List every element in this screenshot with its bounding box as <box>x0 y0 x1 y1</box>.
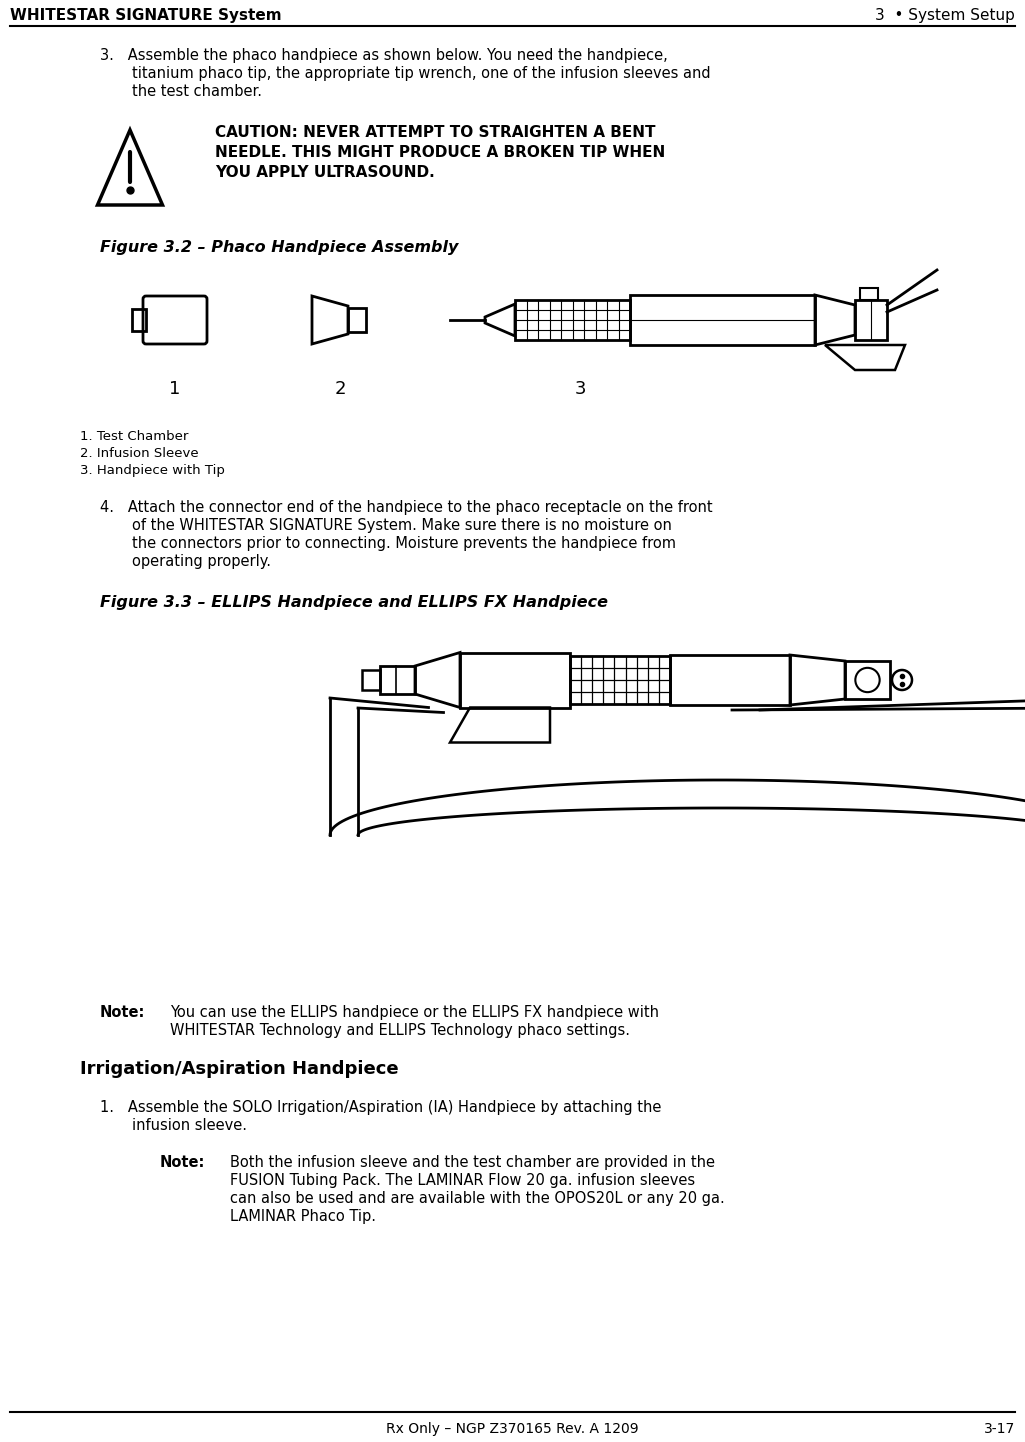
Text: 1. Test Chamber: 1. Test Chamber <box>80 430 189 443</box>
Bar <box>348 309 366 332</box>
Text: Figure 3.3 – ELLIPS Handpiece and ELLIPS FX Handpiece: Figure 3.3 – ELLIPS Handpiece and ELLIPS… <box>100 596 608 610</box>
Text: 2: 2 <box>334 381 345 398</box>
Text: LAMINAR Phaco Tip.: LAMINAR Phaco Tip. <box>230 1208 376 1224</box>
Bar <box>380 666 415 694</box>
Text: WHITESTAR SIGNATURE System: WHITESTAR SIGNATURE System <box>10 9 282 23</box>
Bar <box>630 296 815 345</box>
Text: You can use the ELLIPS handpiece or the ELLIPS FX handpiece with: You can use the ELLIPS handpiece or the … <box>170 1005 659 1019</box>
Bar <box>670 655 790 705</box>
Text: 3-17: 3-17 <box>984 1422 1015 1436</box>
Text: titanium phaco tip, the appropriate tip wrench, one of the infusion sleeves and: titanium phaco tip, the appropriate tip … <box>132 66 710 81</box>
Bar <box>570 656 670 704</box>
Text: YOU APPLY ULTRASOUND.: YOU APPLY ULTRASOUND. <box>215 164 435 180</box>
Text: Irrigation/Aspiration Handpiece: Irrigation/Aspiration Handpiece <box>80 1060 399 1079</box>
Text: Figure 3.2 – Phaco Handpiece Assembly: Figure 3.2 – Phaco Handpiece Assembly <box>100 239 458 255</box>
Text: of the WHITESTAR SIGNATURE System. Make sure there is no moisture on: of the WHITESTAR SIGNATURE System. Make … <box>132 518 671 534</box>
Text: 2. Infusion Sleeve: 2. Infusion Sleeve <box>80 447 199 460</box>
Text: WHITESTAR Technology and ELLIPS Technology phaco settings.: WHITESTAR Technology and ELLIPS Technolo… <box>170 1022 630 1038</box>
Bar <box>515 300 630 340</box>
Text: 3.   Assemble the phaco handpiece as shown below. You need the handpiece,: 3. Assemble the phaco handpiece as shown… <box>100 48 667 63</box>
Text: Note:: Note: <box>160 1155 205 1169</box>
Text: can also be used and are available with the OPOS20L or any 20 ga.: can also be used and are available with … <box>230 1191 725 1206</box>
Text: 3  • System Setup: 3 • System Setup <box>875 9 1015 23</box>
Text: FUSION Tubing Pack. The LAMINAR Flow 20 ga. infusion sleeves: FUSION Tubing Pack. The LAMINAR Flow 20 … <box>230 1172 695 1188</box>
Text: Both the infusion sleeve and the test chamber are provided in the: Both the infusion sleeve and the test ch… <box>230 1155 715 1169</box>
Bar <box>855 300 887 340</box>
Text: the test chamber.: the test chamber. <box>132 84 262 99</box>
Text: 1: 1 <box>169 381 180 398</box>
Bar <box>460 652 570 708</box>
Text: the connectors prior to connecting. Moisture prevents the handpiece from: the connectors prior to connecting. Mois… <box>132 536 676 551</box>
Text: 3. Handpiece with Tip: 3. Handpiece with Tip <box>80 464 224 477</box>
Text: 4.   Attach the connector end of the handpiece to the phaco receptacle on the fr: 4. Attach the connector end of the handp… <box>100 500 712 515</box>
Text: Rx Only – NGP Z370165 Rev. A 1209: Rx Only – NGP Z370165 Rev. A 1209 <box>385 1422 639 1436</box>
Bar <box>845 660 890 699</box>
Bar <box>362 671 380 691</box>
Bar <box>132 309 146 332</box>
Text: 1.   Assemble the SOLO Irrigation/Aspiration (IA) Handpiece by attaching the: 1. Assemble the SOLO Irrigation/Aspirati… <box>100 1100 661 1115</box>
Bar <box>860 288 878 300</box>
Text: 3: 3 <box>574 381 585 398</box>
Text: infusion sleeve.: infusion sleeve. <box>132 1118 247 1133</box>
Text: CAUTION: NEVER ATTEMPT TO STRAIGHTEN A BENT: CAUTION: NEVER ATTEMPT TO STRAIGHTEN A B… <box>215 125 656 140</box>
Text: Note:: Note: <box>100 1005 146 1019</box>
Text: NEEDLE. THIS MIGHT PRODUCE A BROKEN TIP WHEN: NEEDLE. THIS MIGHT PRODUCE A BROKEN TIP … <box>215 146 665 160</box>
Text: operating properly.: operating properly. <box>132 554 271 570</box>
